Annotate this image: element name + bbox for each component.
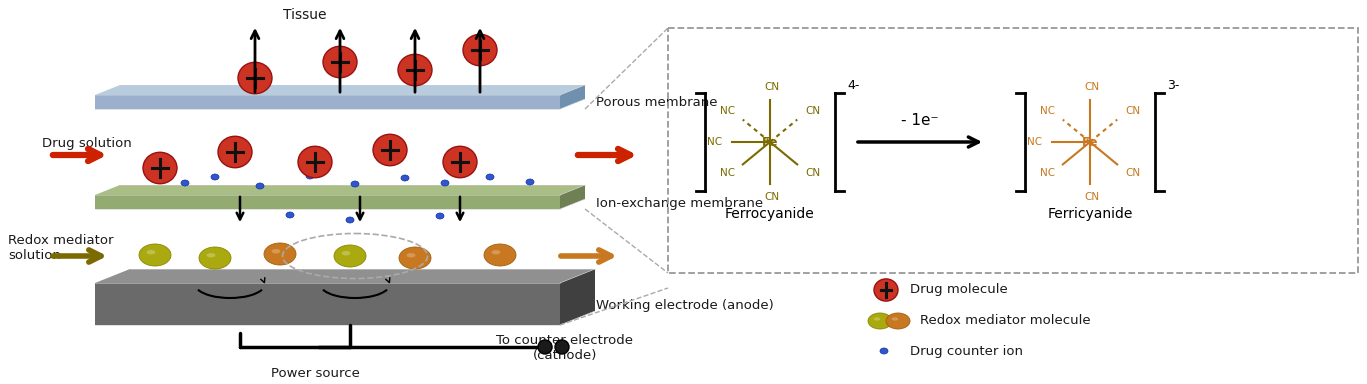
Text: NC: NC bbox=[719, 169, 735, 179]
Text: NC: NC bbox=[1040, 106, 1055, 116]
Ellipse shape bbox=[484, 244, 515, 266]
Text: To counter electrode
(cathode): To counter electrode (cathode) bbox=[496, 334, 633, 362]
Ellipse shape bbox=[874, 279, 898, 301]
Ellipse shape bbox=[874, 318, 880, 321]
Ellipse shape bbox=[436, 213, 444, 219]
Circle shape bbox=[539, 340, 552, 354]
Text: Power source: Power source bbox=[271, 367, 360, 380]
Text: CN: CN bbox=[805, 169, 820, 179]
Ellipse shape bbox=[399, 247, 431, 269]
Polygon shape bbox=[94, 95, 560, 109]
Text: Ferrocyanide: Ferrocyanide bbox=[725, 207, 815, 221]
Ellipse shape bbox=[256, 183, 264, 189]
Circle shape bbox=[555, 340, 569, 354]
Text: Drug counter ion: Drug counter ion bbox=[910, 344, 1023, 358]
Text: Redox mediator
solution: Redox mediator solution bbox=[8, 234, 113, 262]
Ellipse shape bbox=[351, 181, 360, 187]
Ellipse shape bbox=[463, 34, 498, 66]
Text: CN: CN bbox=[1125, 106, 1140, 116]
Text: Drug molecule: Drug molecule bbox=[910, 283, 1007, 296]
Ellipse shape bbox=[398, 54, 432, 86]
Ellipse shape bbox=[206, 253, 216, 257]
Ellipse shape bbox=[200, 247, 231, 269]
Ellipse shape bbox=[886, 313, 910, 329]
Polygon shape bbox=[94, 85, 585, 95]
Ellipse shape bbox=[217, 136, 252, 168]
Polygon shape bbox=[94, 195, 560, 209]
Text: Redox mediator molecule: Redox mediator molecule bbox=[920, 314, 1091, 328]
Ellipse shape bbox=[272, 249, 280, 253]
Text: 4-: 4- bbox=[848, 79, 860, 92]
Ellipse shape bbox=[238, 62, 272, 94]
Ellipse shape bbox=[526, 179, 534, 185]
Text: CN: CN bbox=[1125, 169, 1140, 179]
Ellipse shape bbox=[868, 313, 893, 329]
Polygon shape bbox=[560, 269, 595, 325]
Text: CN: CN bbox=[1084, 192, 1099, 202]
Ellipse shape bbox=[286, 212, 294, 218]
Polygon shape bbox=[560, 85, 585, 109]
Text: NC: NC bbox=[707, 137, 722, 147]
Ellipse shape bbox=[264, 243, 297, 265]
Ellipse shape bbox=[442, 180, 448, 186]
Text: Ferricyanide: Ferricyanide bbox=[1047, 207, 1133, 221]
Ellipse shape bbox=[146, 250, 156, 255]
Text: 3-: 3- bbox=[1167, 79, 1180, 92]
Polygon shape bbox=[560, 185, 585, 209]
Text: Porous membrane: Porous membrane bbox=[596, 96, 718, 109]
Ellipse shape bbox=[139, 244, 171, 266]
Text: CN: CN bbox=[1084, 82, 1099, 92]
Ellipse shape bbox=[373, 134, 407, 166]
Text: Working electrode (anode): Working electrode (anode) bbox=[596, 298, 774, 311]
Polygon shape bbox=[94, 269, 595, 283]
Ellipse shape bbox=[144, 152, 176, 184]
Ellipse shape bbox=[298, 146, 332, 178]
Text: Tissue: Tissue bbox=[283, 8, 327, 22]
Text: CN: CN bbox=[764, 82, 779, 92]
Ellipse shape bbox=[487, 174, 493, 180]
Text: Fe: Fe bbox=[761, 136, 778, 149]
Ellipse shape bbox=[401, 175, 409, 181]
Ellipse shape bbox=[443, 146, 477, 178]
Ellipse shape bbox=[891, 318, 898, 321]
Ellipse shape bbox=[334, 245, 366, 267]
Text: Ion-exchange membrane: Ion-exchange membrane bbox=[596, 197, 763, 210]
Ellipse shape bbox=[342, 251, 350, 255]
Text: CN: CN bbox=[764, 192, 779, 202]
Ellipse shape bbox=[492, 250, 500, 255]
Text: NC: NC bbox=[1040, 169, 1055, 179]
Text: NC: NC bbox=[1027, 137, 1042, 147]
Ellipse shape bbox=[306, 173, 314, 179]
Polygon shape bbox=[94, 185, 585, 195]
Polygon shape bbox=[94, 283, 560, 325]
Text: - 1e⁻: - 1e⁻ bbox=[901, 113, 939, 128]
Ellipse shape bbox=[880, 348, 889, 354]
Ellipse shape bbox=[211, 174, 219, 180]
Ellipse shape bbox=[346, 217, 354, 223]
Text: NC: NC bbox=[719, 106, 735, 116]
Ellipse shape bbox=[180, 180, 189, 186]
Text: Drug solution: Drug solution bbox=[42, 136, 131, 149]
Ellipse shape bbox=[323, 46, 357, 78]
Ellipse shape bbox=[406, 253, 416, 257]
Text: Fe: Fe bbox=[1081, 136, 1098, 149]
Text: CN: CN bbox=[805, 106, 820, 116]
